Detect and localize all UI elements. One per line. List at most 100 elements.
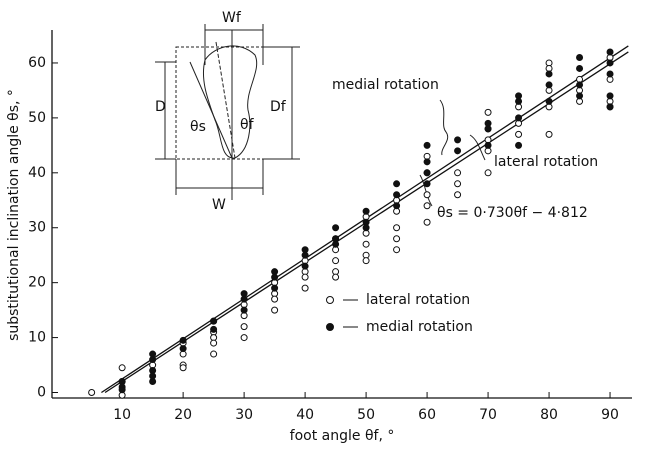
point (423, 191, 431, 199)
legend-marker (326, 323, 334, 331)
point (423, 180, 431, 188)
point (515, 97, 523, 105)
x-tick-label: 90 (601, 407, 619, 423)
inset-label: D (155, 99, 166, 115)
point (301, 284, 309, 292)
point (393, 224, 401, 232)
point (332, 224, 340, 232)
point (484, 108, 492, 116)
point (515, 130, 523, 138)
point (301, 273, 309, 281)
point (149, 356, 157, 364)
point (301, 251, 309, 259)
point (484, 141, 492, 149)
point (149, 378, 157, 386)
point (332, 240, 340, 248)
point (362, 224, 370, 232)
point (454, 147, 462, 155)
point (88, 389, 96, 397)
point (545, 81, 553, 89)
annotation: lateral rotation (494, 154, 598, 170)
point (210, 325, 218, 333)
y-axis-label: substitutional inclination angle θs, ° (6, 89, 22, 341)
point (271, 295, 279, 303)
y-tick-label: 60 (28, 55, 46, 71)
point (484, 125, 492, 133)
point (606, 92, 614, 100)
point (362, 207, 370, 215)
point (484, 169, 492, 177)
inset-label: Df (270, 99, 287, 115)
point (210, 317, 218, 325)
x-tick-label: 80 (540, 407, 558, 423)
point (423, 169, 431, 177)
x-tick-label: 20 (174, 407, 192, 423)
point (606, 70, 614, 78)
point (271, 273, 279, 281)
y-tick-label: 30 (28, 220, 46, 236)
point (454, 136, 462, 144)
point (240, 334, 248, 342)
point (271, 306, 279, 314)
leader (469, 134, 486, 161)
x-tick-label: 10 (113, 407, 131, 423)
point (301, 262, 309, 270)
annotation: medial rotation (332, 77, 439, 93)
point (179, 336, 187, 344)
point (393, 191, 401, 199)
point (362, 240, 370, 248)
inset-label: Wf (222, 10, 242, 26)
inset-label: θf (240, 117, 255, 133)
legend-marker (326, 296, 334, 304)
point (210, 339, 218, 347)
x-tick-label: 60 (418, 407, 436, 423)
point (606, 48, 614, 56)
point (576, 64, 584, 72)
point (210, 350, 218, 358)
point (576, 92, 584, 100)
point (393, 202, 401, 210)
y-tick-label: 50 (28, 110, 46, 126)
point (179, 345, 187, 353)
point (362, 257, 370, 265)
point (179, 364, 187, 372)
point (515, 114, 523, 122)
point (271, 284, 279, 292)
point (606, 59, 614, 67)
y-tick-label: 0 (37, 385, 46, 401)
point (545, 97, 553, 105)
point (118, 364, 126, 372)
point (332, 257, 340, 265)
y-tick-label: 40 (28, 165, 46, 181)
point (515, 141, 523, 149)
point (454, 169, 462, 177)
legend-label: lateral rotation (366, 292, 470, 308)
point (423, 218, 431, 226)
point (393, 235, 401, 243)
point (576, 53, 584, 61)
annotation: θs = 0·730θf − 4·812 (437, 205, 588, 221)
point (545, 70, 553, 78)
point (423, 141, 431, 149)
leader (439, 99, 449, 156)
leader (419, 174, 433, 207)
y-tick-label: 10 (28, 330, 46, 346)
inset-label: W (212, 197, 226, 213)
point (393, 246, 401, 254)
point (118, 386, 126, 394)
point (240, 323, 248, 331)
x-axis-label: foot angle θf, ° (290, 428, 395, 444)
point (240, 306, 248, 314)
x-tick-label: 40 (296, 407, 314, 423)
point (393, 180, 401, 188)
point (454, 180, 462, 188)
point (545, 130, 553, 138)
point (423, 202, 431, 210)
x-tick-label: 30 (235, 407, 253, 423)
point (332, 273, 340, 281)
x-tick-label: 50 (357, 407, 375, 423)
legend-label: medial rotation (366, 319, 473, 335)
point (606, 103, 614, 111)
point (576, 81, 584, 89)
